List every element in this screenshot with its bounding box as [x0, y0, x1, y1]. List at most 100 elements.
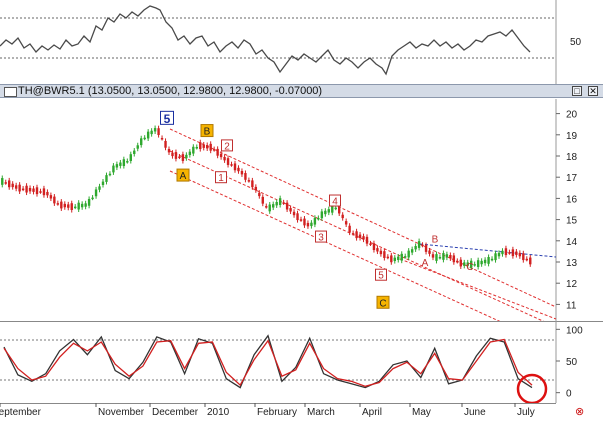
candle-body — [237, 167, 240, 172]
close-circle-icon[interactable]: ⊗ — [575, 406, 584, 418]
candle-body — [108, 173, 112, 176]
candle-body — [476, 260, 480, 267]
highlight-circle — [516, 373, 548, 403]
candle-body — [136, 145, 139, 149]
candle-body — [317, 218, 320, 220]
price-ytick-label: 20 — [566, 110, 578, 121]
candle-body — [324, 210, 327, 215]
candle-body — [212, 149, 216, 151]
close-button[interactable]: ✕ — [588, 86, 598, 96]
candle-body — [67, 204, 70, 208]
candle-body — [494, 253, 497, 261]
candle-body — [202, 144, 205, 148]
candle-body — [84, 203, 87, 207]
candle-body — [209, 143, 212, 151]
candle-body — [94, 189, 98, 197]
candle-body — [14, 185, 18, 189]
candle-body — [98, 186, 101, 190]
candle-body — [32, 188, 35, 192]
candle-body — [119, 162, 122, 166]
candle-body — [157, 128, 160, 136]
candle-body — [463, 262, 466, 266]
wave-label: C — [379, 298, 386, 309]
x-tick-label: 2010 — [207, 407, 230, 418]
x-tick-label: May — [412, 407, 431, 418]
candle-body — [164, 140, 167, 148]
x-tick-label: December — [152, 407, 199, 418]
candle-body — [74, 206, 77, 209]
candle-body — [216, 148, 219, 156]
candle-body — [112, 165, 115, 173]
candle-body — [372, 243, 376, 251]
candle-body — [129, 154, 132, 161]
candle-body — [153, 128, 157, 132]
candle-body — [511, 249, 515, 257]
wave-label: 2 — [224, 141, 230, 152]
candle-body — [233, 163, 237, 171]
candle-body — [46, 191, 49, 196]
candle-body — [192, 146, 195, 154]
candle-body — [80, 203, 84, 208]
candle-body — [456, 260, 459, 263]
candle-body — [334, 207, 337, 210]
candle-body — [497, 252, 501, 257]
candle-body — [63, 203, 66, 208]
x-tick-label: July — [517, 407, 535, 418]
candle-body — [18, 184, 21, 192]
x-tick-label: February — [257, 407, 297, 418]
candle-body — [483, 259, 487, 264]
candle-body — [185, 154, 188, 159]
candle-body — [310, 222, 313, 227]
top-indicator-panel: 50 — [0, 0, 603, 84]
candle-body — [296, 213, 299, 221]
candle-body — [105, 175, 108, 182]
candle-body — [39, 191, 42, 193]
candle-body — [331, 205, 334, 213]
price-ytick-label: 11 — [566, 300, 577, 311]
candle-body — [306, 222, 310, 227]
x-axis: September November December 2010 February Mar… — [0, 403, 603, 421]
candle-body — [351, 233, 355, 235]
x-tick-label: September — [0, 407, 42, 418]
candle-body — [501, 250, 504, 255]
candle-body — [515, 251, 518, 255]
candle-body — [275, 202, 278, 206]
candle-body — [518, 252, 522, 257]
candle-body — [268, 204, 271, 212]
candle-body — [327, 209, 330, 213]
candle-body — [529, 257, 532, 265]
candle-body — [174, 152, 178, 159]
candle-body — [206, 145, 209, 149]
wave-label: B — [204, 127, 211, 138]
candle-body — [70, 203, 73, 211]
restore-button[interactable]: □ — [572, 86, 582, 96]
price-ytick-label: 16 — [566, 194, 578, 205]
chart-window-titlebar[interactable]: TH@BWR5.1 (13.0500, 13.0500, 12.9800, 12… — [0, 84, 603, 98]
candle-body — [25, 185, 28, 193]
candle-body — [77, 202, 80, 210]
candle-body — [348, 225, 351, 233]
candle-body — [525, 258, 528, 261]
candle-body — [53, 196, 56, 204]
candle-body — [480, 260, 483, 265]
candle-body — [11, 183, 14, 188]
candle-body — [167, 149, 171, 153]
price-candles — [1, 125, 532, 271]
chart-title: TH@BWR5.1 (13.0500, 13.0500, 12.9800, 12… — [18, 85, 323, 97]
candle-body — [459, 259, 462, 267]
stoch-ytick-label: 50 — [566, 357, 578, 368]
candle-body — [226, 158, 230, 165]
candle-body — [369, 243, 372, 245]
candle-body — [355, 231, 358, 239]
candle-body — [49, 195, 53, 199]
candle-body — [344, 221, 348, 225]
candle-body — [219, 153, 223, 158]
candle-body — [299, 219, 303, 221]
candle-body — [87, 198, 91, 206]
candle-body — [404, 256, 407, 258]
candle-body — [438, 256, 442, 259]
top-ytick-50: 50 — [570, 37, 582, 48]
candle-body — [115, 164, 119, 168]
candle-body — [424, 245, 428, 252]
